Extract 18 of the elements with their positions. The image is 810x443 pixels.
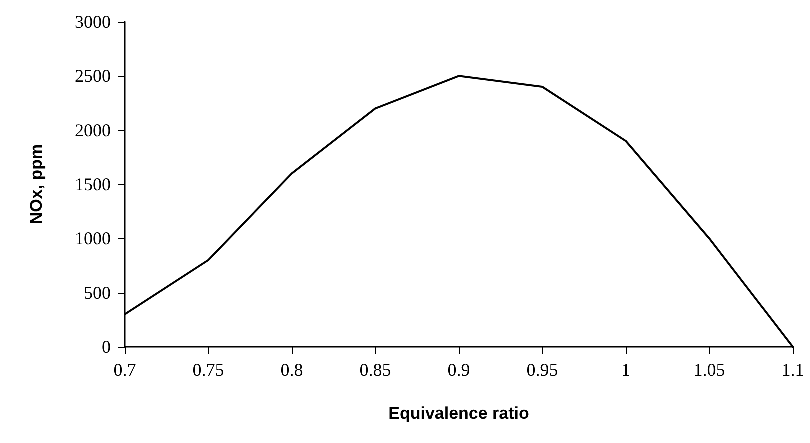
y-tick-label: 2500	[75, 66, 111, 86]
y-axis-title: NOx, ppm	[27, 144, 46, 225]
y-tick-label: 500	[84, 282, 111, 303]
x-tick-label: 0.7	[114, 360, 136, 380]
x-axis-title: Equivalence ratio	[388, 404, 530, 423]
x-tick-label: 1.05	[694, 360, 726, 380]
y-tick-label: 3000	[75, 12, 111, 32]
x-tick-label: 0.75	[192, 360, 224, 380]
x-tick-label: 0.85	[360, 360, 392, 380]
y-tick-label: 1000	[75, 228, 111, 249]
x-tick-label: 1	[622, 360, 630, 380]
x-tick-label: 0.95	[526, 360, 558, 380]
x-tick-label: 0.9	[448, 360, 470, 380]
y-tick-label: 2000	[75, 120, 111, 140]
y-tick-label: 1500	[75, 174, 111, 194]
x-tick-label: 0.8	[280, 360, 304, 380]
y-tick-label: 0	[102, 337, 111, 357]
x-tick-label: 1.1	[782, 360, 804, 380]
